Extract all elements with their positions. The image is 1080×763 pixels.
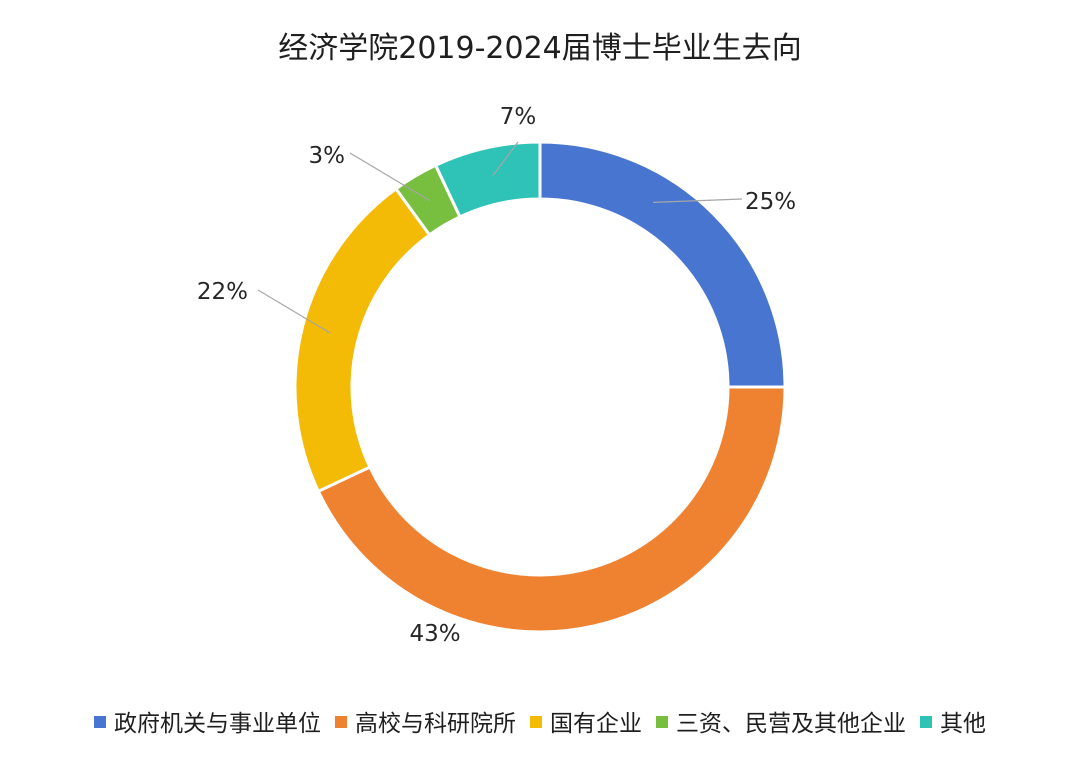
legend-swatch-private [656, 716, 668, 728]
legend-label-university: 高校与科研院所 [355, 711, 516, 737]
data-label-private: 3% [309, 143, 346, 169]
legend-swatch-other [920, 716, 932, 728]
label-leader-lines [257, 141, 743, 334]
data-label-university: 43% [409, 621, 460, 647]
slice-government [538, 140, 787, 389]
data-label-other: 7% [500, 104, 537, 130]
donut-slices [293, 140, 787, 634]
legend-label-private: 三资、民营及其他企业 [676, 711, 906, 737]
leader-line-government [653, 198, 743, 204]
leader-line-state-owned [257, 289, 331, 334]
legend-swatch-government [94, 716, 106, 728]
legend-swatch-state-owned [530, 716, 542, 728]
slice-state-owned [293, 186, 432, 494]
data-labels: 25% 43% 22% 3% 7% [197, 104, 796, 647]
leader-line-other [492, 141, 519, 177]
slice-university [316, 385, 787, 634]
slice-other [433, 140, 542, 219]
legend-label-government: 政府机关与事业单位 [114, 711, 321, 737]
legend-label-other: 其他 [940, 711, 986, 737]
data-label-government: 25% [745, 189, 796, 215]
legend-swatch-university [335, 716, 347, 728]
chart-title: 经济学院2019-2024届博士毕业生去向 [278, 31, 802, 66]
leader-line-private [349, 152, 431, 202]
data-label-state-owned: 22% [197, 279, 248, 305]
legend-label-state-owned: 国有企业 [550, 711, 642, 737]
legend: 政府机关与事业单位 高校与科研院所 国有企业 三资、民营及其他企业 其他 [94, 711, 986, 737]
